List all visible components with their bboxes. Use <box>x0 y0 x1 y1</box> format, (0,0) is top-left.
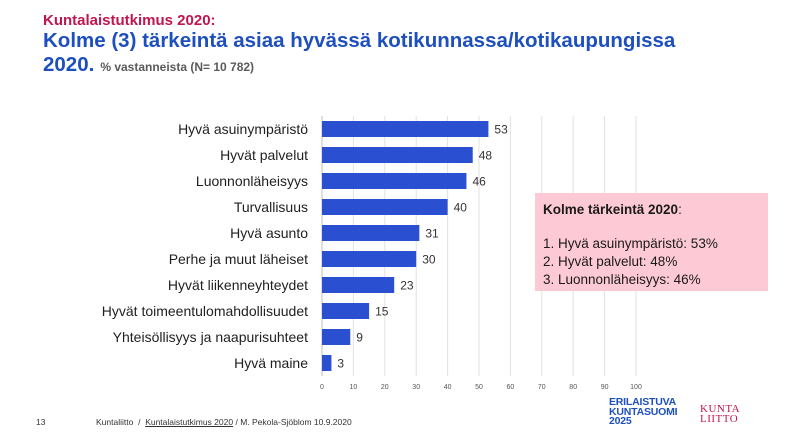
bar <box>322 173 467 189</box>
title-line1: Kolme (3) tärkeintä asiaa hyvässä kotiku… <box>43 29 676 52</box>
x-tick-label: 100 <box>630 384 642 391</box>
value-label: 9 <box>356 331 363 345</box>
top-three-callout: Kolme tärkeintä 2020: 1. Hyvä asuinympär… <box>535 193 768 291</box>
erilaistuva-kuntasuomi-logo: ERILAISTUVA KUNTASUOMI 2025 <box>609 396 689 427</box>
callout-heading-row: Kolme tärkeintä 2020: <box>543 202 760 217</box>
page-number: 13 <box>36 417 46 427</box>
category-label: Luonnonläheisyys <box>196 173 308 189</box>
page-title: Kolme (3) tärkeintä asiaa hyvässä kotiku… <box>43 29 783 79</box>
category-label: Perhe ja muut läheiset <box>169 251 308 267</box>
logo-text: ERILAISTUVA <box>609 396 677 408</box>
logo-text: LIITTO <box>700 413 739 425</box>
value-label: 40 <box>454 201 468 215</box>
bar <box>322 251 417 267</box>
logo-text: KUNTA <box>700 403 741 415</box>
value-label: 3 <box>337 357 344 371</box>
value-label: 23 <box>400 279 414 293</box>
callout-item: 1. Hyvä asuinympäristö: 53% <box>543 236 718 251</box>
logo-text: KUNTASUOMI <box>609 405 678 418</box>
value-label: 30 <box>422 253 436 267</box>
bar <box>322 225 420 241</box>
bar <box>322 199 448 215</box>
category-label: Hyvät palvelut <box>220 147 308 163</box>
x-tick-label: 20 <box>381 384 389 391</box>
category-label: Yhteisöllisyys ja naapurisuhteet <box>113 329 308 345</box>
callout-item: 2. Hyvät palvelut: 48% <box>543 254 678 269</box>
kuntaliitto-logo: KUNTA LIITTO <box>700 403 741 425</box>
footer-author-date: M. Pekola-Sjöblom 10.9.2020 <box>240 417 352 427</box>
value-label: 46 <box>472 175 486 189</box>
x-tick-label: 0 <box>320 384 324 391</box>
x-tick-label: 60 <box>507 384 515 391</box>
category-label: Hyvä asunto <box>230 225 308 241</box>
category-label: Hyvä maine <box>234 355 308 371</box>
x-tick-label: 30 <box>412 384 420 391</box>
chart-bars <box>322 121 489 371</box>
footer-separator: / <box>235 417 238 427</box>
footer-source: Kuntaliitto / Kuntalaistutkimus 2020 / M… <box>96 417 352 427</box>
category-label: Hyvät liikenneyhteydet <box>168 277 308 293</box>
callout-heading: Kolme tärkeintä 2020 <box>543 202 679 217</box>
chart-category-labels: Hyvä asuinympäristö Hyvät palvelut Luonnon… <box>102 121 308 371</box>
x-tick-label: 70 <box>538 384 546 391</box>
x-tick-label: 50 <box>475 384 483 391</box>
x-tick-label: 80 <box>569 384 577 391</box>
x-tick-label: 90 <box>601 384 609 391</box>
x-tick-label: 40 <box>444 384 452 391</box>
bar <box>322 303 370 319</box>
callout-item: 3. Luonnonläheisyys: 46% <box>543 272 701 287</box>
bar-chart: Hyvä asuinympäristö Hyvät palvelut Luonnon… <box>102 116 642 391</box>
value-label: 31 <box>425 227 439 241</box>
logo-text: 2025 <box>609 415 632 427</box>
bar <box>322 121 489 137</box>
bar <box>322 147 473 163</box>
value-label: 53 <box>494 123 508 137</box>
bar <box>322 329 351 345</box>
bar <box>322 277 395 293</box>
bar <box>322 355 332 371</box>
footer-org: Kuntaliitto <box>96 417 134 427</box>
footer-link[interactable]: Kuntalaistutkimus 2020 <box>145 417 234 427</box>
chart-x-axis: 0 10 20 30 40 50 60 70 80 90 100 <box>320 384 642 391</box>
category-label: Turvallisuus <box>234 199 308 215</box>
callout-heading-colon: : <box>678 202 682 217</box>
chart-subtitle: % vastanneista (N= 10 782) <box>100 60 255 74</box>
x-tick-label: 10 <box>350 384 358 391</box>
title-line2: 2020. <box>43 53 95 76</box>
value-label: 15 <box>375 305 389 319</box>
category-label: Hyvä asuinympäristö <box>178 121 308 137</box>
supertitle: Kuntalaistutkimus 2020: <box>43 12 216 29</box>
footer-separator: / <box>138 417 141 427</box>
category-label: Hyvät toimeentulomahdollisuudet <box>102 303 308 319</box>
value-label: 48 <box>479 149 493 163</box>
